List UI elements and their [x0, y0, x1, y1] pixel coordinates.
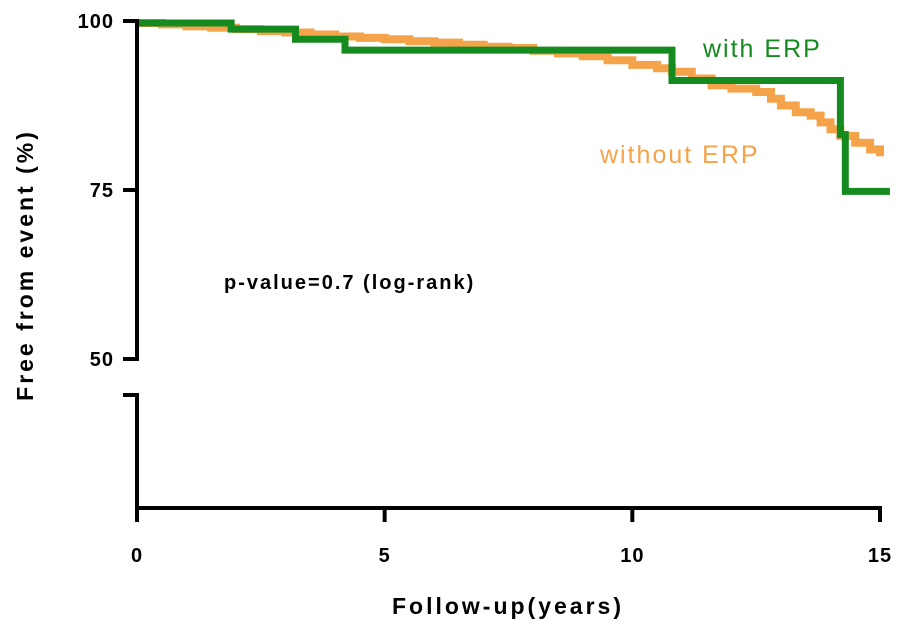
x-tick-label: 0 — [131, 545, 143, 567]
y-axis-title: Free from event (%) — [12, 129, 38, 401]
x-axis-title: Follow-up(years) — [392, 593, 624, 619]
axes-layer: 100 75 50 0 5 10 15 — [78, 11, 892, 567]
y-tick-label: 50 — [90, 349, 114, 371]
series-layer — [137, 19, 890, 195]
series-label-without-erp: without ERP — [599, 141, 760, 169]
x-tick-label: 15 — [868, 545, 892, 567]
x-tick-label: 5 — [379, 545, 391, 567]
p-value-annotation: p-value=0.7 (log-rank) — [224, 272, 475, 294]
y-tick-label: 100 — [78, 11, 114, 33]
series-label-with-erp: with ERP — [702, 35, 822, 63]
x-tick-label: 10 — [620, 545, 644, 567]
series-line-with-erp — [137, 19, 890, 195]
y-tick-label: 75 — [90, 180, 114, 202]
